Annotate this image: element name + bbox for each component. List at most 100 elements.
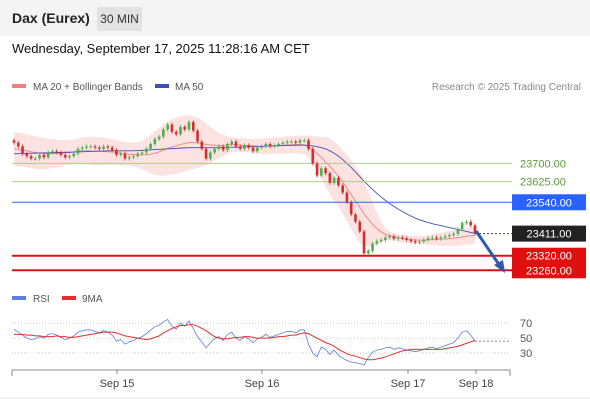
candle [431,237,434,239]
candle [217,146,221,149]
bollinger-band [14,115,475,247]
candle [132,156,135,158]
candle [273,145,276,147]
level-tag-23411.00 [512,225,586,242]
x-tick-label: Sep 18 [459,378,494,390]
candle [89,146,93,148]
candle [110,147,114,151]
candle [221,146,225,151]
candle [358,221,362,232]
candle [16,142,20,147]
rsi-tick-label: 50 [520,333,532,345]
rsi-ma-line [14,324,476,361]
candle [123,153,127,159]
candle [328,173,332,183]
candle [238,146,242,149]
candle [153,139,157,144]
projection-arrow-head [494,260,505,273]
candle [42,154,46,158]
candle [388,236,391,238]
candle [460,222,464,229]
candle [307,140,310,149]
candle [439,237,443,239]
candle [418,241,421,243]
candle [187,122,191,130]
candle [465,221,468,223]
candle [68,156,71,158]
legend-label-ma20: MA 20 + Bollinger Bands [33,82,143,93]
candle [405,238,409,240]
candle [298,140,302,143]
level-label-23540.00: 23540.00 [526,197,572,209]
candle [260,146,263,148]
level-label-23625.00: 23625.00 [520,177,566,189]
candle [324,168,327,174]
candle [63,154,67,158]
legend-swatch-rsi-ma [62,296,76,300]
candle [448,235,451,237]
legend-swatch-ma50 [155,84,169,88]
candle [25,153,29,157]
candle [196,130,199,142]
candle [294,141,298,143]
candle [268,144,272,147]
candle [166,124,169,130]
candle [29,156,33,159]
candle [366,250,370,254]
candle [362,231,366,254]
candle [469,221,473,226]
candle [315,163,319,176]
candle [256,147,259,152]
candle [106,146,110,148]
legend-label-ma50: MA 50 [175,82,204,93]
rsi-line [13,318,476,366]
candle [179,127,182,135]
candle [456,229,460,234]
level-label-23320.00: 23320.00 [526,251,572,263]
candle [371,243,374,251]
candle [435,237,438,239]
candle [422,239,426,242]
candle [413,241,417,243]
candle [392,236,396,239]
candle [230,141,233,144]
candle [320,168,323,176]
candle [127,157,131,159]
x-tick-label: Sep 17 [391,378,426,390]
candle [213,148,216,153]
rsi-tick-label: 70 [520,318,532,330]
candle [341,185,344,193]
candle [51,151,54,153]
candle [115,150,118,155]
candle [409,239,413,242]
rsi-tick-label: 30 [520,348,532,360]
candle [183,127,187,130]
candle [247,145,251,148]
level-label-23260.00: 23260.00 [526,265,572,277]
candle [426,238,430,240]
x-tick-label: Sep 15 [100,378,135,390]
candle [72,153,76,157]
candle [379,239,383,242]
candle [21,146,24,154]
legend-swatch-ma20 [12,84,26,88]
timeframe-button[interactable]: 30 MIN [97,7,142,31]
candle [34,158,37,160]
legend-label-rsi-ma: 9MA [82,294,103,305]
candle [200,141,204,149]
candle [337,178,340,186]
candle [46,152,50,158]
candle [55,151,58,153]
legend-label-rsi: RSI [33,294,50,305]
candle [290,141,293,143]
candle [149,144,152,149]
candle [170,124,174,132]
candle [311,148,315,164]
credit-text: Research © 2025 Trading Central [432,82,581,93]
candle [80,147,84,149]
candle [140,152,144,154]
candle [354,214,357,222]
candle [264,144,268,147]
timestamp-label: Wednesday, September 17, 2025 11:28:16 A… [12,41,310,56]
